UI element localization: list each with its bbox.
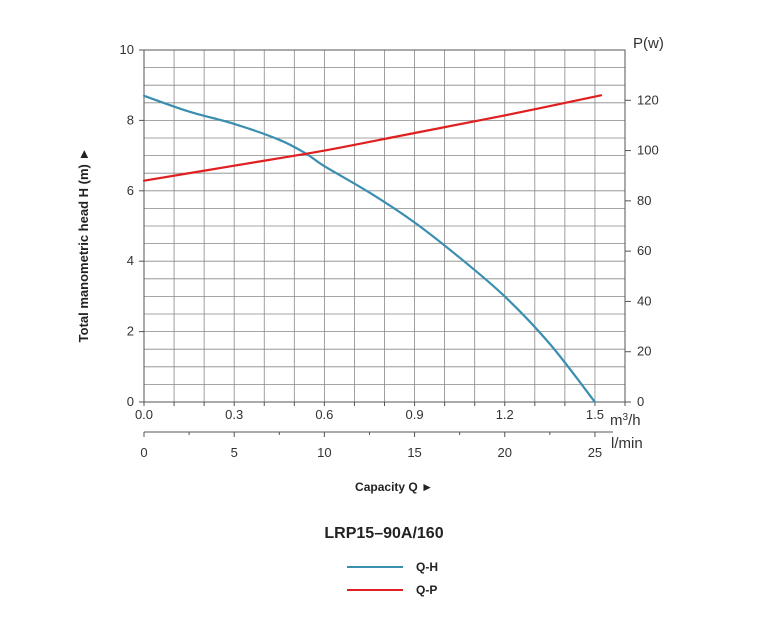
legend-label-q-h: Q-H [416, 560, 438, 574]
x-tick-label-primary: 1.2 [496, 407, 514, 422]
left-tick-label: 6 [127, 183, 134, 198]
right-tick-label: 120 [637, 92, 659, 107]
x-tick-label-primary: 0.9 [406, 407, 424, 422]
left-tick-label: 10 [120, 42, 134, 57]
series-line-q-h [142, 94, 596, 404]
left-axis-ticks: 0 2 4 6 8 10 [120, 42, 144, 409]
right-tick-label: 60 [637, 243, 651, 258]
right-tick-label: 100 [637, 143, 659, 158]
right-axis-ticks: 0 20 40 60 80 100 120 [625, 92, 659, 409]
x-tick-label-primary: 0.3 [225, 407, 243, 422]
left-tick-label: 4 [127, 253, 134, 268]
bottom-axis-ticks: 0.0 0.3 0.6 0.9 1.2 1.5 [135, 402, 626, 422]
x-tick-label-secondary: 5 [231, 445, 238, 460]
legend: Q-H Q-P [347, 560, 438, 597]
right-axis-label: P(w) [633, 35, 664, 52]
left-axis-label: Total manometric head H (m) ► [76, 148, 91, 343]
legend-label-q-p: Q-P [416, 583, 437, 597]
left-tick-label: 8 [127, 112, 134, 127]
grid [144, 50, 625, 402]
x-tick-label-secondary: 10 [317, 445, 331, 460]
x-units-primary: m3/h [610, 412, 641, 430]
x-tick-label-secondary: 20 [498, 445, 512, 460]
series-layer [142, 94, 603, 404]
chart-title: LRP15–90A/160 [324, 525, 443, 542]
left-tick-label: 2 [127, 324, 134, 339]
right-tick-label: 80 [637, 193, 651, 208]
right-tick-label: 20 [637, 344, 651, 359]
x-tick-label-primary: 0.0 [135, 407, 153, 422]
x-axis-label: Capacity Q ► [355, 480, 433, 494]
x-tick-label-secondary: 15 [407, 445, 421, 460]
x-tick-label-primary: 1.5 [586, 407, 604, 422]
x-tick-label-primary: 0.6 [315, 407, 333, 422]
x-units-secondary: l/min [611, 435, 643, 452]
right-tick-label: 0 [637, 394, 644, 409]
series-line-q-p [142, 94, 603, 182]
right-tick-label: 40 [637, 293, 651, 308]
x-tick-label-secondary: 0 [140, 445, 147, 460]
secondary-x-axis: 0 5 10 15 20 25 [140, 431, 613, 460]
left-tick-label: 0 [127, 394, 134, 409]
x-tick-label-secondary: 25 [588, 445, 602, 460]
